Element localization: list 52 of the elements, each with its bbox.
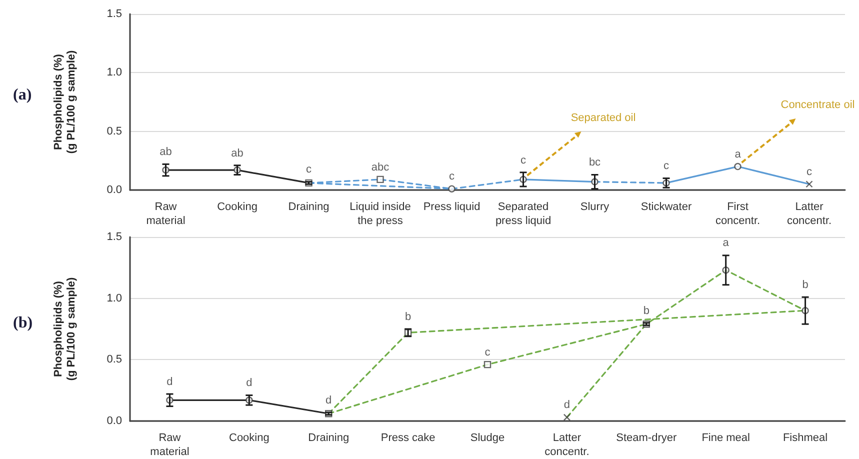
x-tick-label: Press cake [380, 432, 436, 444]
data-label: d [326, 394, 332, 406]
y-tick-label: 1.0 [106, 292, 122, 304]
x-tick-label: Fishmeal [782, 432, 828, 444]
y-tick-label: 1.5 [106, 231, 122, 243]
y-tick-label: 0.0 [106, 184, 122, 196]
y-tick-label: 1.0 [106, 66, 122, 79]
x-tick-label: Cooking [228, 432, 270, 444]
data-label: c [664, 160, 670, 172]
data-label: bc [588, 156, 602, 169]
x-tick-label: Latter concentr. [786, 201, 832, 227]
x-tick-label: Raw material [146, 201, 186, 227]
x-tick-label: Steam-dryer [616, 432, 677, 444]
data-label: d [564, 399, 570, 412]
data-label: ab [231, 147, 244, 160]
text: (a) [13, 86, 32, 104]
x-tick-label: Press liquid [423, 201, 480, 213]
x-tick-label: Sludge [470, 432, 505, 444]
x-tick-label: Raw material [150, 432, 190, 458]
x-tick-label: Draining [288, 201, 330, 213]
data-label: ab [160, 146, 172, 158]
x-tick-label: Cooking [217, 201, 258, 213]
data-label: abc [371, 161, 390, 174]
data-label: a [734, 148, 742, 160]
data-label: c [806, 166, 812, 178]
data-label: c [449, 170, 455, 183]
annotation: Concentrate oil [780, 99, 855, 112]
x-tick-label: Draining [308, 432, 350, 444]
x-tick-label: Separated press liquid [495, 201, 552, 227]
x-tick-label: Fine meal [702, 432, 750, 444]
data-label: b [643, 304, 650, 317]
x-tick-label: Latter concentr. [544, 432, 590, 458]
x-tick-label: Liquid inside the press [350, 201, 411, 227]
x-tick-label: First concentr. [715, 201, 760, 227]
data-label: d [166, 376, 173, 388]
data-label: b [404, 310, 412, 323]
data-label: d [246, 377, 252, 390]
y-axis-title: Phospholipids (%) (g PL/100 g sample) [52, 277, 78, 381]
data-label: c [484, 346, 491, 358]
x-tick-label: Stickwater [640, 201, 692, 213]
data-label: a [722, 237, 730, 250]
y-tick-label: 0.5 [106, 354, 122, 366]
annotation: Separated oil [570, 112, 636, 124]
data-label: c [520, 154, 526, 166]
text: (b) [13, 314, 33, 332]
y-tick-label: 0.5 [106, 125, 122, 138]
y-axis-title: Phospholipids (%) (g PL/100 g sample) [52, 50, 78, 154]
x-tick-label: Slurry [580, 201, 610, 213]
data-label: b [802, 278, 808, 291]
y-tick-label: 1.5 [106, 8, 122, 20]
data-label: c [306, 164, 312, 176]
y-tick-label: 0.0 [106, 415, 122, 427]
